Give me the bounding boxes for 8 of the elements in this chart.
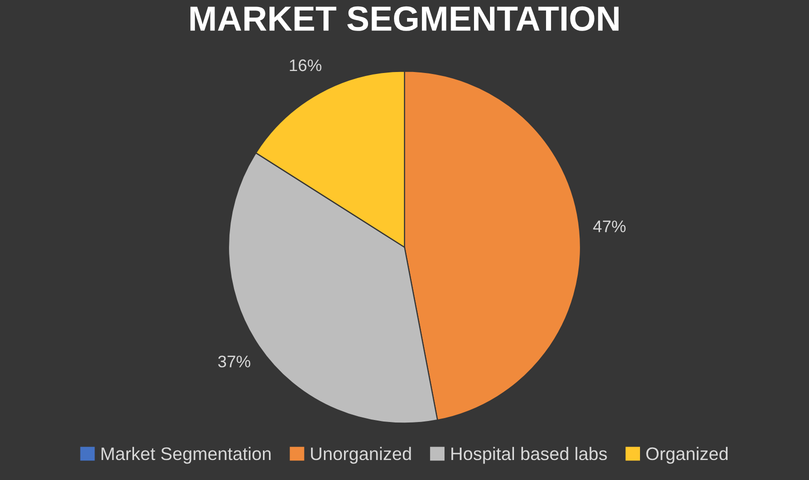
legend-label: Hospital based labs: [451, 446, 607, 464]
legend-label: Market Segmentation: [102, 446, 271, 464]
legend-label: Unorganized: [311, 446, 411, 464]
data-label: 37%: [218, 356, 250, 368]
data-label: 47%: [593, 220, 626, 232]
data-label: 16%: [290, 59, 322, 72]
legend-label: Organized: [646, 446, 728, 464]
chart-title: MARKET SEGMENTATION: [190, 6, 619, 31]
